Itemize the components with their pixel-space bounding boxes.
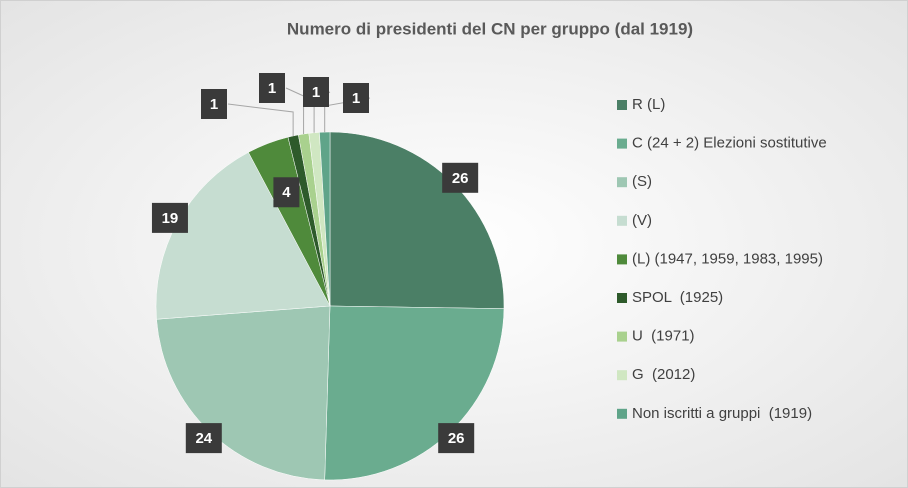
data-label: 1 — [268, 80, 276, 97]
data-label-box — [273, 177, 300, 208]
legend-label: G (2012) — [632, 366, 695, 383]
data-label: 1 — [352, 90, 360, 107]
legend-label: U (1971) — [632, 328, 695, 345]
data-label: 4 — [282, 184, 291, 201]
data-label: 1 — [210, 96, 218, 113]
data-label: 1 — [312, 84, 320, 101]
legend-label: Non iscritti a gruppi (1919) — [632, 405, 812, 422]
legend-label: (V) — [632, 212, 652, 229]
data-label-box — [259, 73, 285, 103]
legend-swatch — [617, 331, 627, 342]
legend-label: (L) (1947, 1959, 1983, 1995) — [632, 250, 823, 267]
legend-swatch — [617, 138, 627, 149]
legend-swatch — [617, 293, 627, 303]
legend-label: C (24 + 2) Elezioni sostitutive — [632, 135, 827, 152]
legend-swatch — [617, 370, 627, 381]
legend-swatch — [617, 408, 627, 419]
chart-title: Numero di presidenti del CN per gruppo (… — [287, 19, 693, 38]
data-label: 19 — [162, 210, 179, 227]
data-label-box — [438, 423, 475, 454]
legend-label: SPOL (1925) — [632, 289, 723, 306]
legend-swatch — [617, 100, 627, 110]
legend-swatch — [617, 215, 627, 226]
data-label-box — [343, 83, 369, 113]
data-label: 26 — [452, 170, 469, 187]
legend-label: (S) — [632, 173, 652, 190]
leader-line — [227, 103, 294, 136]
legend-swatch — [617, 254, 627, 265]
pie-slice — [319, 131, 331, 307]
data-label-box — [185, 423, 222, 454]
data-label-box — [151, 202, 188, 233]
legend-swatch — [617, 177, 627, 188]
data-label: 26 — [448, 430, 465, 447]
legend-label: R (L) — [632, 96, 665, 113]
data-label: 24 — [195, 430, 212, 447]
data-label-box — [303, 77, 329, 107]
data-label-box — [442, 162, 479, 193]
data-label-box — [201, 89, 227, 119]
